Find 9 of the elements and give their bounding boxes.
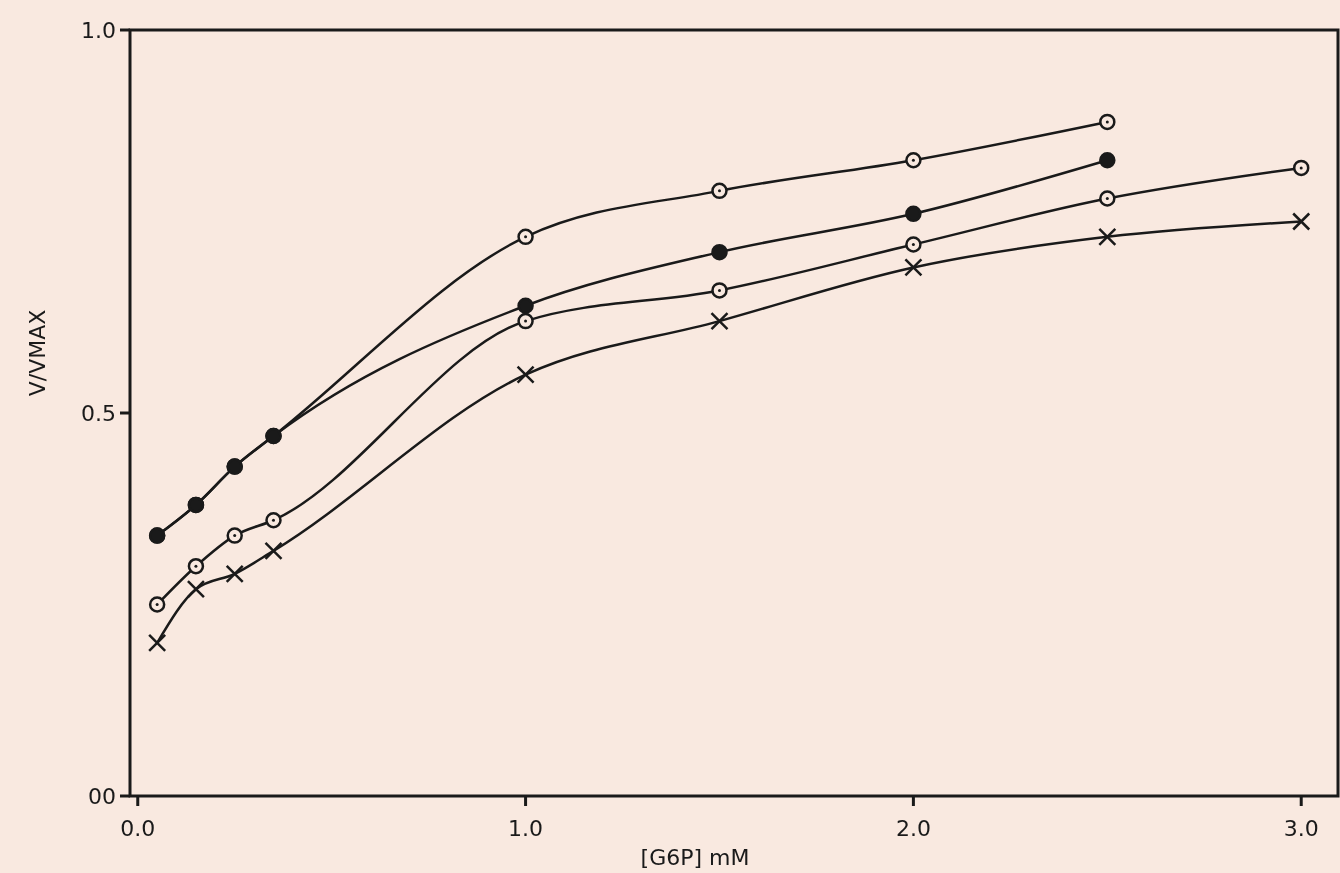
y-tick-label: 00: [88, 784, 116, 809]
y-tick-label: 0.5: [81, 401, 116, 426]
x-tick-label: 1.0: [508, 816, 544, 841]
y-tick-label: 1.0: [81, 18, 116, 43]
x-axis-title: [G6P] mM: [640, 845, 750, 870]
y-axis-title: V/VMAX: [25, 309, 50, 397]
x-tick-label: 2.0: [895, 816, 931, 841]
x-tick-label: 3.0: [1283, 816, 1319, 841]
x-tick-label: 0.0: [120, 816, 156, 841]
